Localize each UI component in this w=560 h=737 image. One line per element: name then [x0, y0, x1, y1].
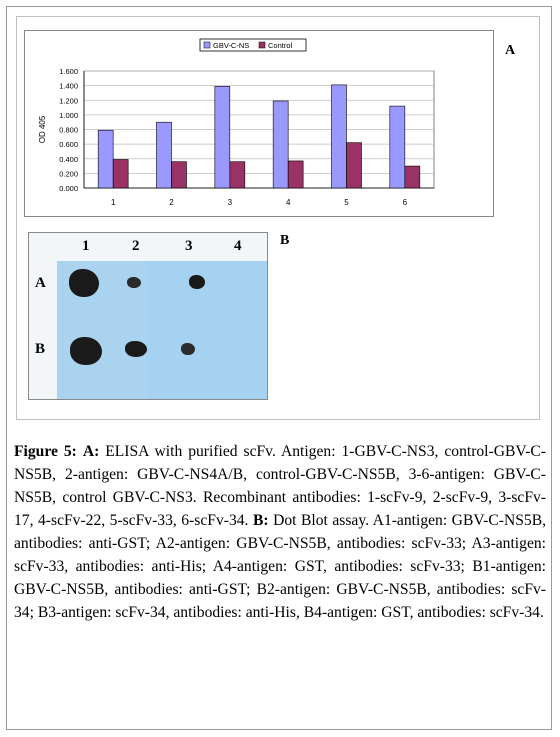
- y-axis-title: OD 405: [38, 115, 47, 143]
- figure-caption: Figure 5: A: ELISA with purified scFv. A…: [14, 440, 546, 624]
- blot-membrane-right: [147, 261, 267, 399]
- blot-column-label-2: 2: [132, 238, 140, 254]
- legend-swatch-control: [258, 41, 266, 49]
- x-tick-label: 5: [344, 198, 349, 207]
- blot-spot-a1: [69, 269, 99, 297]
- y-tick-label: 1.000: [59, 111, 78, 120]
- blot-row-label-a: A: [35, 275, 46, 291]
- blot-row-label-b: B: [35, 341, 46, 357]
- x-tick-label: 1: [111, 198, 116, 207]
- legend-swatch-gbv-c-ns: [203, 41, 211, 49]
- figure-panel-box: [16, 16, 540, 420]
- blot-column-label-4: 4: [234, 238, 242, 254]
- y-tick-label: 1.400: [59, 82, 78, 91]
- y-tick-label: 0.800: [59, 126, 78, 135]
- blot-spot-b3: [181, 343, 195, 355]
- caption-figure-label: Figure 5:: [14, 443, 77, 460]
- x-tick-label: 3: [228, 198, 233, 207]
- legend-label-control: Control: [268, 41, 293, 50]
- blot-spot-a3: [189, 275, 205, 289]
- legend-box: [199, 38, 307, 52]
- blot-column-label-1: 1: [82, 238, 90, 254]
- bar-gbv-c-ns-4: [272, 100, 289, 189]
- blot-column-label-3: 3: [185, 238, 193, 254]
- panel-a-label: A: [505, 43, 516, 58]
- y-tick-label: 1.600: [59, 67, 78, 76]
- figure-frame: [6, 6, 552, 730]
- bar-gbv-c-ns-6: [389, 105, 406, 189]
- caption-b-text: Dot Blot assay. A1-antigen: GBV-C-NS5B, …: [14, 512, 546, 621]
- bar-control-6: [404, 165, 421, 189]
- bar-control-5: [346, 142, 362, 189]
- caption-a-label: A:: [82, 443, 100, 460]
- caption-b-label: B:: [252, 512, 269, 529]
- y-tick-label: 0.400: [59, 155, 78, 164]
- x-tick-label: 6: [403, 198, 408, 207]
- bar-control-4: [287, 160, 304, 189]
- bar-control-1: [112, 159, 129, 189]
- legend-label-gbv-c-ns: GBV-C-NS: [213, 41, 249, 50]
- y-tick-label: 0.200: [59, 169, 78, 178]
- bar-control-2: [171, 161, 187, 189]
- x-tick-label: 2: [169, 198, 174, 207]
- blot-spot-b1: [70, 337, 102, 365]
- bar-gbv-c-ns-1: [97, 129, 114, 189]
- y-tick-label: 1.200: [59, 96, 78, 105]
- y-tick-label: 0.600: [59, 140, 78, 149]
- elisa-chart: 0.000 0.200 0.400 0.600 0.800 1.000 1.200 1.400…: [24, 30, 494, 217]
- y-tick-label: 0.000: [59, 184, 78, 193]
- dot-blot-image: 1 2 3 4 A B: [28, 232, 268, 400]
- x-tick-label: 4: [286, 198, 291, 207]
- blot-spot-b2: [125, 341, 147, 357]
- bar-gbv-c-ns-5: [331, 84, 347, 189]
- elisa-chart-svg: 0.000 0.200 0.400 0.600 0.800 1.000 1.200 1.400…: [38, 38, 435, 207]
- bar-gbv-c-ns-2: [156, 121, 172, 189]
- bar-gbv-c-ns-3: [214, 86, 231, 189]
- bar-control-3: [229, 161, 246, 189]
- caption-a-text: ELISA with purified scFv. Antigen: 1-GBV…: [14, 443, 546, 529]
- panel-b-label: B: [280, 233, 290, 248]
- blot-spot-a2: [127, 277, 141, 288]
